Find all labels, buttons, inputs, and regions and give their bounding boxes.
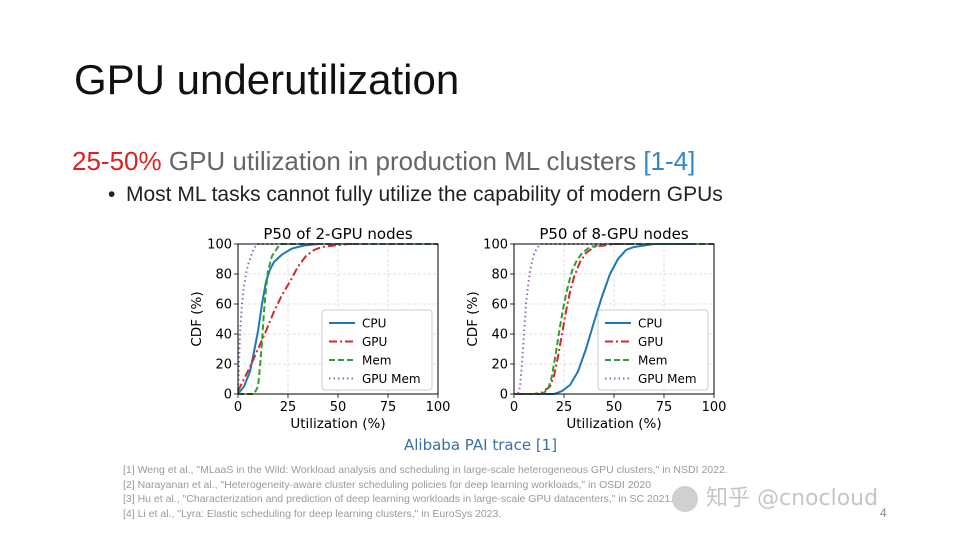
legend-box <box>321 309 433 391</box>
x-tick-label: 75 <box>656 400 673 415</box>
y-tick-label: 20 <box>215 358 232 373</box>
headline-citation: [1-4] <box>643 146 696 176</box>
reference-2: [2] Narayanan et al., "Heterogeneity-awa… <box>123 478 652 491</box>
y-tick-label: 0 <box>500 388 508 403</box>
legend-label: Mem <box>362 354 391 368</box>
y-tick-label: 60 <box>491 298 508 313</box>
watermark-text: 知乎 @cnocloud <box>706 486 879 511</box>
chart-8gpu-svg: 0 25 50 75 100 0 20 40 60 80 100 P50 of 8-GPU nodes… <box>465 225 727 432</box>
watermark-logo-icon <box>672 486 698 512</box>
x-tick-label: 100 <box>702 400 727 415</box>
bullet-item: • Most ML tasks cannot fully utilize the … <box>108 183 723 207</box>
y-tick-label: 100 <box>483 238 508 253</box>
legend-label: GPU Mem <box>638 372 697 386</box>
y-tick-label: 100 <box>207 238 232 253</box>
y-tick-label: 0 <box>224 388 232 403</box>
x-tick-label: 75 <box>380 400 397 415</box>
y-tick-label: 80 <box>491 268 508 283</box>
series-line-cpu <box>514 243 694 395</box>
x-tick-label: 0 <box>510 400 518 415</box>
y-tick-label: 20 <box>491 358 508 373</box>
series-line-gpu <box>237 243 358 392</box>
bullet-text: Most ML tasks cannot fully utilize the c… <box>126 183 723 206</box>
chart-8gpu: 0 25 50 75 100 0 20 40 60 80 100 P50 of 8-GPU nodes… <box>456 222 736 436</box>
chart-caption: Alibaba PAI trace [1] <box>404 436 558 454</box>
legend-label: GPU <box>362 335 387 349</box>
y-tick-label: 80 <box>215 268 232 283</box>
y-axis-label: CDF (%) <box>465 291 481 346</box>
x-tick-label: 100 <box>426 400 451 415</box>
y-axis-label: CDF (%) <box>189 291 205 346</box>
headline-text: GPU utilization in production ML cluster… <box>161 146 644 176</box>
chart-2gpu: 0 25 50 75 100 0 20 40 60 80 100 P50 of 2-GPU nodes… <box>180 222 460 436</box>
legend-label: CPU <box>638 317 662 331</box>
headline-highlight: 25-50% <box>72 146 162 176</box>
legend-label: GPU Mem <box>362 372 421 386</box>
x-tick-label: 25 <box>556 400 573 415</box>
watermark: 知乎 @cnocloud <box>672 480 878 512</box>
series-line-mem <box>514 243 714 395</box>
legend-box <box>597 309 709 391</box>
slide-title: GPU underutilization <box>74 56 460 103</box>
page-number: 4 <box>880 506 887 520</box>
plot-frame <box>237 243 439 395</box>
bullet-dot-icon: • <box>108 183 116 206</box>
x-tick-label: 50 <box>606 400 623 415</box>
series-line-gpu <box>514 243 634 395</box>
x-axis-label: Utilization (%) <box>566 416 661 432</box>
chart-title: P50 of 8-GPU nodes <box>539 225 688 243</box>
headline: 25-50% GPU utilization in production ML … <box>72 146 695 177</box>
legend-label: GPU <box>638 335 663 349</box>
x-tick-label: 25 <box>280 400 297 415</box>
x-tick-label: 50 <box>330 400 347 415</box>
series-line-mem <box>238 243 438 395</box>
legend-label: CPU <box>362 317 386 331</box>
reference-1: [1] Weng et al., "MLaaS in the Wild: Wor… <box>123 464 728 476</box>
chart-title: P50 of 2-GPU nodes <box>263 225 412 243</box>
y-tick-label: 60 <box>215 298 232 313</box>
x-tick-label: 0 <box>234 400 242 415</box>
chart-2gpu-svg: 0 25 50 75 100 0 20 40 60 80 100 P50 of 2-GPU nodes… <box>189 225 451 432</box>
y-tick-label: 40 <box>491 328 508 343</box>
y-tick-label: 40 <box>215 328 232 343</box>
plot-frame <box>513 243 715 395</box>
references: [1] Weng et al., "MLaaS in the Wild: Wor… <box>123 463 728 521</box>
series-line-gpu-mem <box>514 243 714 395</box>
reference-3: [3] Hu et al., "Characterization and pre… <box>123 493 674 505</box>
legend-label: Mem <box>638 354 667 368</box>
reference-4: [4] Li et al., "Lyra: Elastic scheduling… <box>123 507 502 520</box>
x-axis-label: Utilization (%) <box>290 416 385 432</box>
